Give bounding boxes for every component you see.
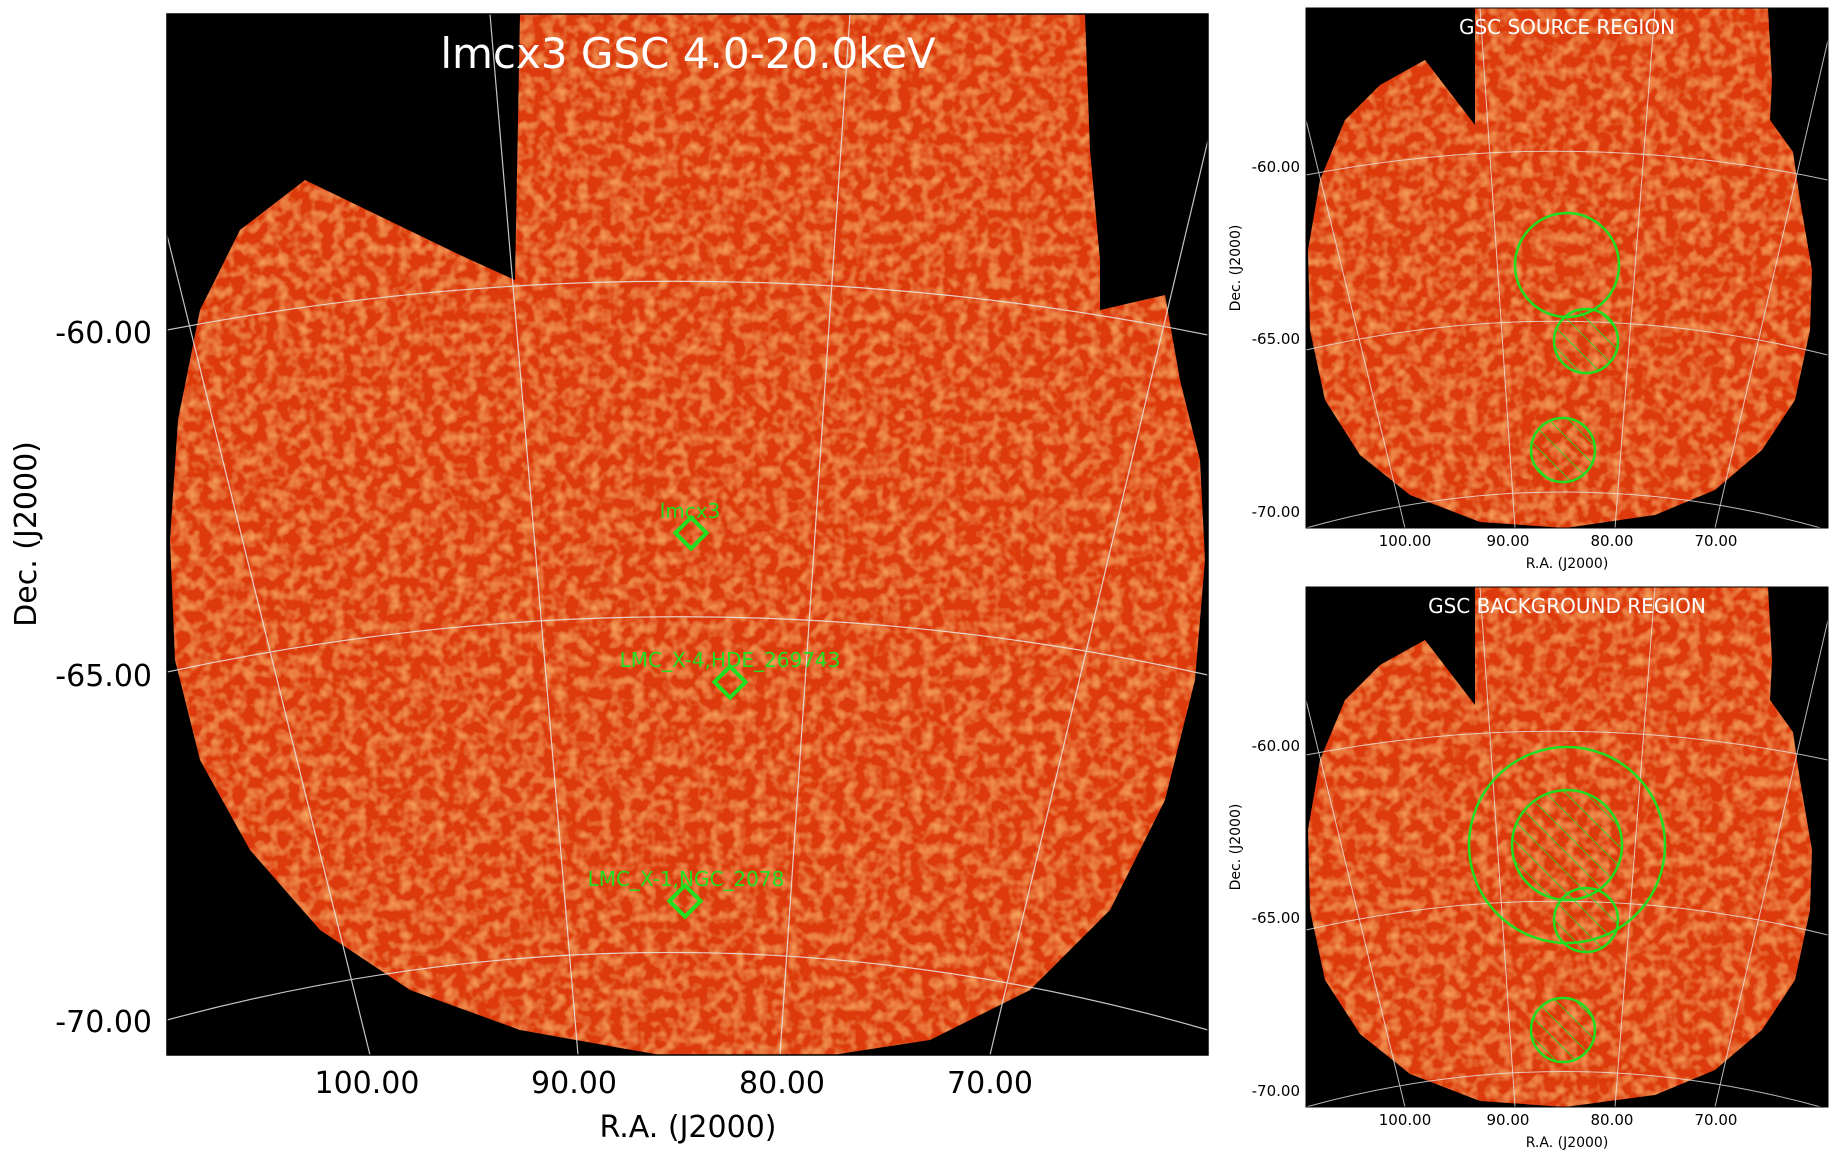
main-ytick-2: -65.00 <box>55 659 152 694</box>
source-xtick-1: 100.00 <box>1379 532 1432 550</box>
background-ytick-2: -65.00 <box>1252 909 1300 927</box>
background-xtick-1: 100.00 <box>1379 1111 1432 1129</box>
background-ylabel: Dec. (J2000) <box>1228 804 1244 891</box>
main-xlabel: R.A. (J2000) <box>600 1110 777 1145</box>
main-xtick-1: 100.00 <box>315 1066 420 1101</box>
source-ytick-1: -60.00 <box>1252 158 1300 176</box>
source-marker-lmcx4[interactable] <box>711 663 749 701</box>
background-xlabel: R.A. (J2000) <box>1526 1135 1609 1151</box>
main-ytick-3: -70.00 <box>55 1005 152 1040</box>
source-label-lmcx3: lmcx3 <box>660 499 721 523</box>
source-ytick-2: -65.00 <box>1252 330 1300 348</box>
background-xtick-3: 80.00 <box>1591 1111 1634 1129</box>
background-xtick-2: 90.00 <box>1487 1111 1530 1129</box>
background-title: GSC BACKGROUND REGION <box>1428 594 1706 618</box>
background-coordinate-grid <box>1306 587 1828 1107</box>
main-exposure-map <box>170 14 1205 1055</box>
main-coordinate-grid <box>167 14 1208 1055</box>
source-exposure-map <box>1308 8 1812 528</box>
source-xtick-2: 90.00 <box>1487 532 1530 550</box>
main-x-ticks: 100.00 90.00 80.00 70.00 <box>315 1066 1033 1101</box>
main-xtick-3: 80.00 <box>739 1066 825 1101</box>
background-ytick-3: -70.00 <box>1252 1082 1300 1100</box>
source-xtick-3: 80.00 <box>1591 532 1634 550</box>
excluded-region-lmcx1[interactable] <box>1529 416 1597 484</box>
source-marker-lmcx3[interactable] <box>672 514 710 552</box>
main-source-markers <box>666 514 749 920</box>
source-marker-lmcx1[interactable] <box>666 882 704 920</box>
main-ylabel: Dec. (J2000) <box>9 441 44 627</box>
source-title: GSC SOURCE REGION <box>1459 15 1675 39</box>
background-excluded-lmcx4[interactable] <box>1552 886 1620 954</box>
source-xtick-4: 70.00 <box>1695 532 1738 550</box>
source-ytick-3: -70.00 <box>1252 503 1300 521</box>
main-title: lmcx3 GSC 4.0-20.0keV <box>440 29 936 78</box>
source-ylabel: Dec. (J2000) <box>1228 225 1244 312</box>
background-excluded-lmcx1[interactable] <box>1529 996 1597 1064</box>
main-xtick-4: 70.00 <box>947 1066 1033 1101</box>
background-ytick-1: -60.00 <box>1252 737 1300 755</box>
main-xtick-2: 90.00 <box>531 1066 617 1101</box>
main-panel: lmcx3 LMC_X-4,HDE_269743 LMC_X-1,NGC_207… <box>9 13 1209 1145</box>
source-xlabel: R.A. (J2000) <box>1526 556 1609 572</box>
excluded-region-lmcx4[interactable] <box>1552 307 1620 375</box>
background-regions <box>1467 745 1667 1064</box>
source-regions <box>1513 211 1621 484</box>
main-y-ticks: -60.00 -65.00 -70.00 <box>55 316 152 1040</box>
source-label-lmcx4: LMC_X-4,HDE_269743 <box>620 648 841 672</box>
background-xtick-4: 70.00 <box>1695 1111 1738 1129</box>
background-panel: GSC BACKGROUND REGION -60.00 -65.00 -70.… <box>1228 586 1829 1151</box>
background-annulus-inner-excluded[interactable] <box>1510 788 1624 902</box>
source-panel: GSC SOURCE REGION -60.00 -65.00 -70.00 1… <box>1228 7 1829 572</box>
source-label-lmcx1: LMC_X-1,NGC_2078 <box>588 867 785 891</box>
main-ytick-1: -60.00 <box>55 316 152 351</box>
